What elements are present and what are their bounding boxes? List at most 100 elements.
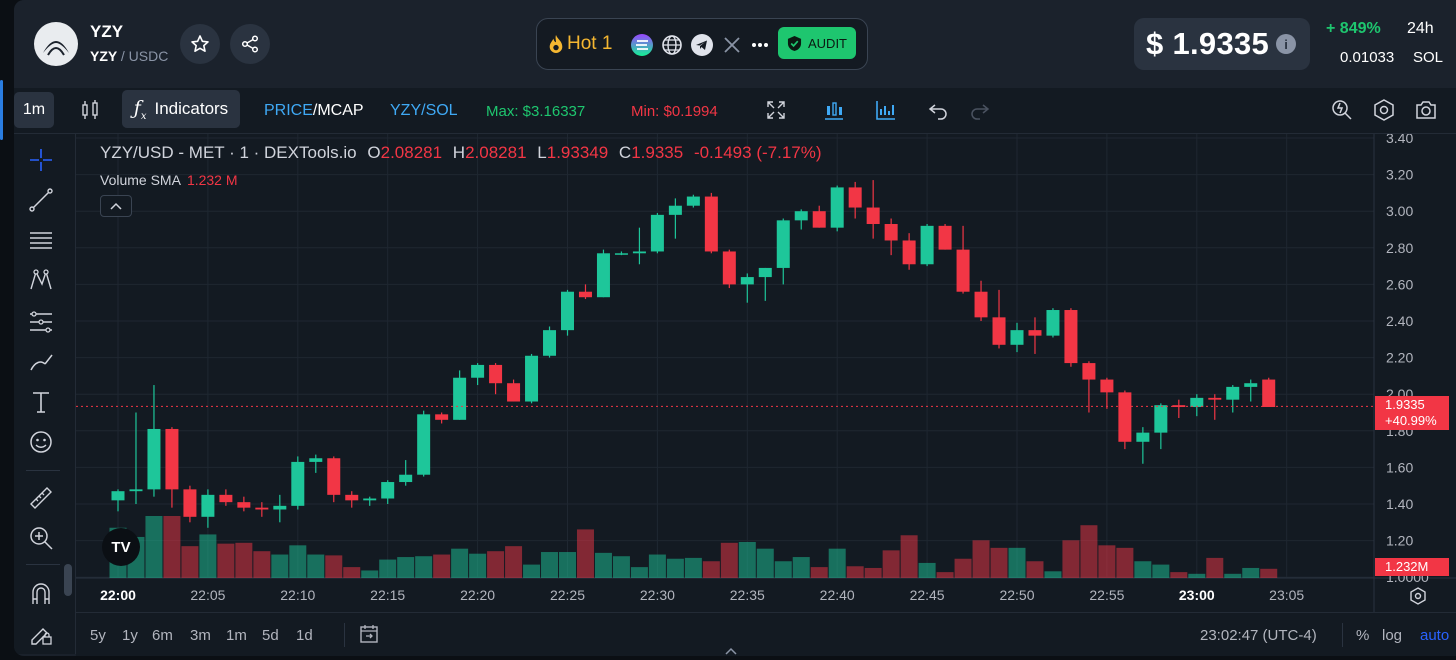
function-icon: ƒx: [133, 96, 147, 122]
candle-body: [453, 377, 467, 420]
telegram-icon[interactable]: [691, 34, 713, 56]
volume-bar: [343, 567, 361, 578]
volume-bar: [702, 561, 720, 578]
candle-body: [525, 355, 539, 402]
candle-body: [309, 458, 323, 462]
brush-icon[interactable]: [27, 348, 55, 376]
range-button-5d[interactable]: 5d: [262, 627, 279, 644]
more-icon[interactable]: [749, 34, 771, 56]
x-twitter-icon[interactable]: [721, 34, 743, 56]
candle-body: [147, 428, 161, 490]
volume-bar: [289, 545, 307, 578]
price-chart[interactable]: 3.403.203.002.802.602.402.202.001.801.60…: [76, 134, 1456, 612]
log-toggle[interactable]: log: [1382, 627, 1403, 644]
range-button-6m[interactable]: 6m: [152, 627, 173, 644]
hot-badge[interactable]: Hot 1: [547, 33, 612, 55]
time-axis-label: 22:05: [190, 587, 225, 603]
candle-body: [848, 187, 862, 208]
volume-bar: [523, 564, 541, 578]
auto-toggle[interactable]: auto: [1420, 627, 1450, 644]
magnet-icon[interactable]: [27, 580, 55, 608]
volume-bars-icon[interactable]: [874, 98, 898, 122]
lock-drawing-icon[interactable]: [27, 620, 55, 648]
candles-settings-icon[interactable]: [822, 98, 846, 122]
quick-search-icon[interactable]: [1330, 98, 1354, 122]
chart-panel: YZY YZY / USDC Hot 1: [14, 0, 1456, 656]
camera-icon[interactable]: [1414, 98, 1438, 122]
collapse-legend-button[interactable]: [100, 195, 132, 217]
candle-body: [1208, 397, 1222, 400]
chart-area[interactable]: 3.40 3.20 3.00 2.80 2.60 2.40 2.20 2.00 1.80 1.60…: [76, 134, 1456, 656]
emoji-icon[interactable]: [27, 428, 55, 456]
volume-bar: [972, 540, 990, 578]
legend-title: YZY/USD - MET · 1 · DEXTools.io: [100, 143, 357, 162]
settings-hex-icon[interactable]: [1372, 98, 1396, 122]
crosshair-icon[interactable]: [27, 146, 55, 174]
audit-button[interactable]: AUDIT: [778, 27, 856, 59]
axis-settings-icon[interactable]: [1408, 586, 1428, 606]
volume-bar: [307, 554, 325, 578]
volume-bar: [864, 567, 882, 578]
legend-c-value: 1.9335: [631, 143, 684, 162]
candle-body: [722, 251, 736, 285]
expand-up-icon[interactable]: [724, 646, 738, 656]
candle-body: [363, 498, 377, 501]
toolbar-scrollbar[interactable]: [64, 564, 72, 596]
candle-body: [273, 505, 287, 510]
price-axis-label: 2.20: [1386, 350, 1413, 366]
range-button-3m[interactable]: 3m: [190, 627, 211, 644]
candle-body: [1046, 310, 1060, 336]
share-button[interactable]: [230, 24, 270, 64]
range-button-1d[interactable]: 1d: [296, 627, 313, 644]
price-mcap-toggle[interactable]: PRICE/MCAP: [264, 88, 364, 134]
horizontal-lines-icon[interactable]: [27, 226, 55, 254]
candle-body: [614, 253, 628, 255]
volume-bar: [181, 546, 199, 578]
volume-bar: [415, 556, 433, 578]
volume-bar: [648, 554, 666, 578]
candle-body: [776, 220, 790, 268]
fib-retracement-icon[interactable]: [27, 308, 55, 336]
candle-body: [974, 291, 988, 318]
candle-body: [561, 291, 574, 331]
range-button-5y[interactable]: 5y: [90, 627, 106, 644]
pair-toggle[interactable]: YZY/SOL: [390, 102, 458, 119]
zoom-in-icon[interactable]: [27, 524, 55, 552]
pair-base: YZY: [90, 48, 117, 64]
text-icon[interactable]: [27, 388, 55, 416]
date-range-icon[interactable]: [358, 623, 380, 645]
ruler-icon[interactable]: [27, 484, 55, 512]
candle-body: [201, 494, 215, 517]
volume-bar: [666, 558, 684, 578]
indicators-button[interactable]: ƒx Indicators: [122, 90, 240, 128]
price-change: + 849%: [1326, 20, 1381, 37]
trendline-icon[interactable]: [27, 186, 55, 214]
tradingview-logo[interactable]: TV: [102, 528, 140, 566]
info-icon[interactable]: i: [1276, 34, 1296, 54]
pattern-icon[interactable]: [27, 266, 55, 294]
volume-bar: [1206, 557, 1224, 578]
redo-icon[interactable]: [968, 98, 992, 122]
candle-body: [345, 494, 359, 501]
chart-clock[interactable]: 23:02:47 (UTC-4): [1200, 627, 1317, 644]
candle-body: [758, 267, 772, 278]
legend-l-label: L: [537, 143, 547, 162]
legend-h-value: 2.08281: [465, 143, 527, 162]
candle-type-icon[interactable]: [78, 98, 102, 122]
volume-bar: [145, 516, 163, 578]
candle-body: [1244, 383, 1258, 387]
range-button-1m[interactable]: 1m: [226, 627, 247, 644]
favorite-button[interactable]: [180, 24, 220, 64]
candle-body: [794, 211, 808, 221]
volume-bar: [541, 552, 559, 578]
fullscreen-icon[interactable]: [764, 98, 788, 122]
token-links-box: Hot 1 AUDIT: [536, 18, 868, 70]
undo-icon[interactable]: [926, 98, 950, 122]
solana-icon[interactable]: [631, 34, 653, 56]
range-button-1y[interactable]: 1y: [122, 627, 138, 644]
candle-body: [920, 225, 934, 265]
percent-toggle[interactable]: %: [1356, 627, 1370, 644]
timeframe-button[interactable]: 1m: [14, 92, 54, 128]
price-axis-label: 3.00: [1386, 203, 1413, 219]
website-icon[interactable]: [661, 34, 683, 56]
